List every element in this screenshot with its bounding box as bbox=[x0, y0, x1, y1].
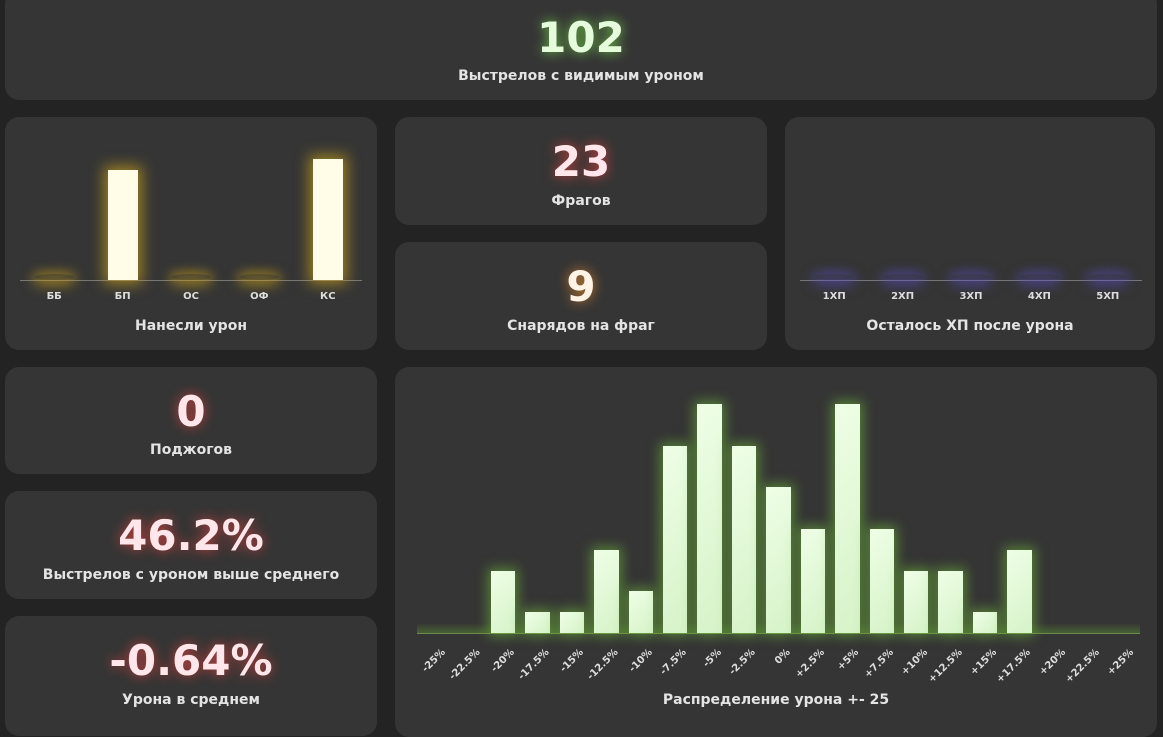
x-axis bbox=[20, 280, 362, 281]
bar bbox=[628, 591, 653, 633]
bar bbox=[1007, 549, 1032, 633]
average-damage-card: -0.64% Урона в среднем bbox=[5, 616, 377, 736]
x-tick-label: ББ bbox=[46, 291, 62, 302]
damage-by-shell-label: Нанесли урон bbox=[134, 318, 247, 334]
frags-label: Фрагов bbox=[551, 193, 611, 209]
x-tick-label: 3ХП bbox=[959, 291, 983, 302]
shots-visible-card: 102 Выстрелов с видимым уроном bbox=[5, 0, 1157, 100]
x-tick-label: -22.5% bbox=[447, 647, 483, 683]
bar-glow bbox=[34, 274, 74, 280]
x-tick-label: 5ХП bbox=[1096, 291, 1120, 302]
distribution-label: Распределение урона +- 25 bbox=[662, 692, 890, 708]
x-tick-label: +15% bbox=[968, 647, 999, 678]
distribution-card: Распределение урона +- 25 -25% -22.5% -20%… bbox=[395, 367, 1157, 737]
x-tick-label: -12.5% bbox=[584, 647, 621, 683]
frags-card: 23 Фрагов bbox=[395, 117, 767, 225]
bar bbox=[697, 404, 722, 633]
x-tick-label: ОС bbox=[183, 291, 199, 302]
x-tick-label: 1ХП bbox=[822, 291, 846, 302]
x-tick-label: -5% bbox=[700, 647, 724, 670]
x-tick-label: 0% bbox=[772, 647, 793, 667]
x-tick-label: +22.5% bbox=[1063, 647, 1103, 686]
above-average-card: 46.2% Выстрелов с уроном выше среднего bbox=[5, 491, 377, 599]
x-tick-label: +17.5% bbox=[995, 647, 1034, 686]
shells-per-frag-card: 9 Снарядов на фраг bbox=[395, 242, 767, 350]
fires-label: Поджогов bbox=[150, 442, 232, 458]
x-tick-label: -17.5% bbox=[516, 647, 552, 683]
bar bbox=[312, 158, 343, 280]
bar bbox=[904, 570, 929, 633]
bar-glow bbox=[171, 274, 211, 280]
shots-visible-label: Выстрелов с видимым уроном bbox=[458, 68, 704, 84]
x-tick-label: -20% bbox=[489, 647, 517, 675]
x-tick-label: +12.5% bbox=[926, 647, 965, 686]
x-axis bbox=[417, 633, 1140, 634]
bar bbox=[731, 445, 757, 633]
bar bbox=[559, 612, 585, 633]
hp-left-card: Осталось ХП после урона 1ХП 2ХП 3ХП 4ХП 5ХП bbox=[785, 117, 1155, 350]
x-tick-label: -2.5% bbox=[727, 647, 758, 678]
x-tick-label: +10% bbox=[899, 647, 930, 678]
x-tick-label: 4ХП bbox=[1027, 291, 1051, 302]
above-average-label: Выстрелов с уроном выше среднего bbox=[42, 567, 340, 583]
bar bbox=[594, 549, 619, 633]
bar bbox=[490, 570, 516, 633]
shells-per-frag-value: 9 bbox=[566, 262, 596, 311]
bar bbox=[869, 529, 894, 633]
above-average-value: 46.2% bbox=[118, 511, 264, 560]
average-damage-value: -0.64% bbox=[109, 636, 273, 685]
shells-per-frag-label: Снарядов на фраг bbox=[507, 318, 655, 334]
bar bbox=[766, 487, 791, 633]
x-tick-label: КС bbox=[320, 291, 336, 302]
bar bbox=[800, 529, 826, 633]
bar bbox=[107, 170, 138, 280]
hp-left-label: Осталось ХП после урона bbox=[866, 318, 1074, 334]
x-tick-label: -10% bbox=[626, 647, 655, 675]
shots-visible-value: 102 bbox=[537, 13, 625, 62]
bar bbox=[835, 404, 860, 633]
bar bbox=[663, 445, 688, 633]
fires-card: 0 Поджогов bbox=[5, 367, 377, 474]
average-damage-label: Урона в среднем bbox=[122, 692, 260, 708]
damage-by-shell-card: Нанесли урон ББ БП ОС ОФ КС bbox=[5, 117, 377, 350]
x-tick-label: -15% bbox=[558, 647, 586, 675]
fires-value: 0 bbox=[176, 387, 206, 436]
bar-glow bbox=[951, 274, 991, 280]
x-tick-label: +2.5% bbox=[793, 647, 827, 681]
bar-glow bbox=[814, 274, 854, 280]
x-tick-label: +5% bbox=[835, 647, 862, 673]
x-tick-label: -7.5% bbox=[658, 647, 689, 678]
x-tick-label: 2ХП bbox=[891, 291, 915, 302]
x-axis bbox=[800, 280, 1142, 281]
x-tick-label: БП bbox=[114, 291, 131, 302]
bar-glow bbox=[883, 274, 923, 280]
bar bbox=[525, 612, 550, 633]
x-tick-label: +7.5% bbox=[862, 647, 896, 681]
x-tick-label: -25% bbox=[420, 647, 448, 675]
x-tick-label: +20% bbox=[1037, 647, 1068, 678]
x-tick-label: ОФ bbox=[250, 291, 269, 302]
frags-value: 23 bbox=[551, 137, 611, 186]
bar bbox=[938, 570, 963, 633]
x-tick-label: +25% bbox=[1105, 647, 1137, 678]
bar bbox=[972, 612, 998, 633]
bar-glow bbox=[1088, 274, 1128, 280]
